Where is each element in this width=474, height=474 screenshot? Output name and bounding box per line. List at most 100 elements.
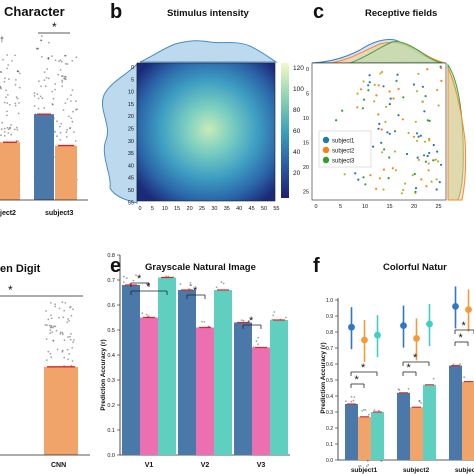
panel-a-jitter-point (33, 92, 36, 95)
panel-a-jitter-point (41, 97, 44, 100)
panel-f-ytick: 0.5 (326, 378, 333, 384)
panel-f-ci-marker (452, 303, 459, 310)
panel-c-point (361, 107, 364, 110)
panel-f-jitter-point (463, 376, 466, 379)
panel-d-jitter-point (62, 333, 64, 336)
panel-d-jitter-point (61, 301, 64, 304)
panel-f-jitter-point (397, 388, 400, 391)
panel-a-jitter-point (37, 97, 40, 100)
panel-a-sig: * (52, 20, 57, 34)
panel-a-jitter-point (36, 93, 39, 96)
panel-e-jitter-point (257, 343, 259, 346)
panel-c-point (440, 66, 443, 70)
panel-b-xtick: 20 (187, 206, 193, 212)
panel-c-xtick: 25 (435, 204, 441, 210)
panel-c-ytick: 20 (303, 165, 309, 171)
panel-e-jitter-point (285, 316, 287, 319)
panel-c-point (434, 158, 437, 161)
panel-a-xtick-0: ject2 (0, 210, 16, 217)
panel-a-jitter-point (0, 134, 2, 137)
panel-c-point (415, 90, 418, 93)
panel-a-jitter-point (65, 63, 67, 65)
panel-a-jitter-point (75, 108, 77, 111)
panel-d-jitter-point (68, 320, 70, 322)
panel-d-jitter-point (45, 359, 48, 361)
panel-a-jitter-point (54, 88, 56, 91)
panel-a-jitter-point (65, 78, 67, 81)
panel-a-jitter-point (3, 80, 6, 83)
panel-a-jitter-point (1, 121, 4, 124)
panel-a-jitter-point (70, 100, 72, 102)
panel-d-jitter-point (67, 358, 69, 361)
panel-a-jitter-point (68, 127, 71, 130)
panel-d-jitter-point (49, 332, 52, 335)
panel-c: c Receptive fields 0 5 10 15 20 25 0 5 10 15 20 25… (303, 1, 467, 210)
panel-a-jitter-point (5, 96, 7, 99)
panel-c-point (382, 188, 385, 191)
panel-d-jitter-point (45, 310, 47, 312)
panel-f-ci-marker (361, 336, 368, 344)
panel-e-jitter-point (201, 320, 203, 323)
panel-c-point (435, 188, 438, 191)
panel-a-jitter-point (56, 120, 58, 123)
panel-a-bar-1 (34, 114, 54, 200)
panel-c-point (375, 187, 378, 190)
panel-d-jitter-point (70, 314, 73, 317)
panel-a-jitter-point (17, 140, 19, 143)
panel-c-point (357, 178, 360, 181)
panel-c-point (372, 145, 375, 148)
panel-f-jitter-point (362, 408, 365, 411)
panel-a-jitter-point (47, 77, 50, 80)
panel-a-jitter-point (15, 140, 18, 142)
panel-f-jitter-point (373, 409, 376, 411)
panel-a-jitter-point (40, 85, 42, 88)
panel-c-point (435, 178, 438, 181)
panel-a-jitter-point (66, 63, 69, 65)
panel-c-point (382, 168, 385, 171)
panel-d: en Digit * CNN (0, 263, 90, 469)
panel-d-jitter-point (52, 326, 54, 329)
panel-f-ylabel: Prediction Accuracy (r) (320, 342, 327, 413)
panel-c-point (420, 178, 423, 181)
panel-d-jitter-point (61, 331, 64, 334)
panel-c-point (402, 96, 405, 99)
panel-a-jitter-point (70, 117, 73, 119)
panel-e-jitter-point (129, 282, 132, 285)
panel-c-point (421, 85, 424, 88)
panel-d-sig: * (8, 283, 13, 297)
panel-c-point (382, 85, 385, 88)
panel-b-ytick: 25 (128, 127, 134, 133)
panel-e-jitter-point (255, 340, 258, 343)
panel-a-jitter-point (17, 70, 20, 73)
panel-a-jitter-point (7, 94, 9, 96)
panel-c-point (415, 132, 419, 135)
panel-a-jitter-point (45, 76, 48, 79)
panel-c-point (356, 92, 359, 95)
panel-f-sig-5: * (462, 320, 467, 332)
panel-c-point (396, 73, 399, 76)
panel-c-point (413, 172, 416, 176)
panel-c-point (417, 72, 420, 75)
panel-f-bar (358, 416, 371, 460)
panel-f-xtick: subject2 (403, 467, 430, 474)
panel-c-point (387, 177, 390, 180)
panel-c-point (389, 97, 392, 100)
panel-e-bar (214, 290, 232, 455)
panel-c-point (388, 90, 391, 93)
panel-a-jitter-point (0, 85, 1, 88)
panel-d-jitter-point (52, 340, 55, 342)
panel-a-jitter-point (9, 126, 11, 129)
panel-a-jitter-point (6, 126, 9, 129)
panel-c-point (426, 154, 429, 158)
panel-c-point (377, 113, 380, 116)
panel-f-jitter-point (352, 399, 355, 402)
panel-d-jitter-point (53, 325, 55, 328)
panel-a-jitter-point (66, 98, 69, 100)
panel-c-point (335, 119, 338, 122)
panel-a: Character † ject2 subject3 * (0, 4, 88, 217)
panel-c-point (384, 120, 387, 123)
panel-c-point (437, 104, 440, 107)
panel-e-jitter-point (247, 320, 250, 322)
panel-e-jitter-point (165, 275, 168, 278)
panel-c-point (367, 84, 370, 87)
